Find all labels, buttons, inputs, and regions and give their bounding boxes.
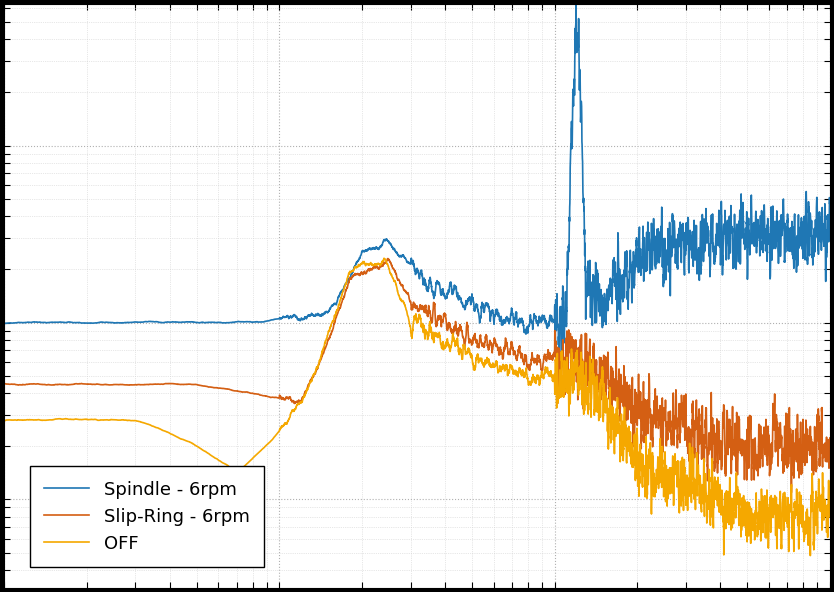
Line: Spindle - 6rpm: Spindle - 6rpm xyxy=(4,5,830,370)
Slip-Ring - 6rpm xyxy=(314,359,324,366)
OFF xyxy=(495,366,505,373)
Spindle - 6rpm xyxy=(495,314,505,321)
Spindle - 6rpm xyxy=(678,237,688,244)
Slip-Ring - 6rpm xyxy=(786,489,796,496)
Spindle - 6rpm xyxy=(825,198,834,205)
OFF xyxy=(0,417,9,424)
OFF xyxy=(149,423,159,430)
Slip-Ring - 6rpm xyxy=(0,381,9,388)
Slip-Ring - 6rpm xyxy=(825,435,834,442)
Slip-Ring - 6rpm xyxy=(149,381,159,388)
OFF xyxy=(536,372,546,379)
Line: OFF: OFF xyxy=(4,258,830,555)
Spindle - 6rpm xyxy=(615,291,626,298)
Slip-Ring - 6rpm xyxy=(495,348,505,355)
Spindle - 6rpm xyxy=(0,320,9,327)
OFF xyxy=(379,255,389,262)
OFF xyxy=(806,552,816,559)
Spindle - 6rpm xyxy=(149,318,159,326)
Slip-Ring - 6rpm xyxy=(536,366,546,373)
Slip-Ring - 6rpm xyxy=(678,413,688,420)
OFF xyxy=(314,357,324,364)
OFF xyxy=(825,513,834,520)
Slip-Ring - 6rpm xyxy=(383,255,393,262)
Legend: Spindle - 6rpm, Slip-Ring - 6rpm, OFF: Spindle - 6rpm, Slip-Ring - 6rpm, OFF xyxy=(30,466,264,567)
Spindle - 6rpm xyxy=(536,318,546,326)
Line: Slip-Ring - 6rpm: Slip-Ring - 6rpm xyxy=(4,259,830,493)
Spindle - 6rpm xyxy=(555,366,565,374)
Spindle - 6rpm xyxy=(571,2,581,9)
OFF xyxy=(615,436,626,443)
OFF xyxy=(678,497,688,504)
Spindle - 6rpm xyxy=(314,311,324,318)
Slip-Ring - 6rpm xyxy=(615,383,626,390)
